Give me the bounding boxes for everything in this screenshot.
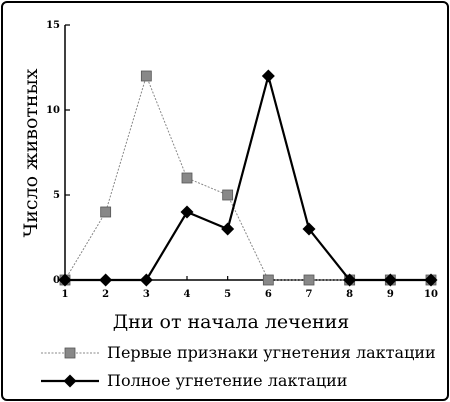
x-tick-label: 3 [143, 289, 150, 300]
legend-item-2: Полное угнетение лактации [41, 371, 347, 390]
x-tick-label: 1 [62, 289, 69, 300]
x-tick-label: 6 [265, 289, 272, 300]
series-1-line [64, 74, 431, 281]
series-2-point [99, 273, 113, 287]
x-tick-label: 9 [387, 289, 394, 300]
x-tick-label: 7 [306, 289, 313, 300]
y-tick-label: 15 [46, 20, 60, 31]
series-2-point [58, 273, 72, 287]
series-2-point [139, 273, 153, 287]
series-1-point [303, 274, 315, 286]
series-1-point [100, 206, 112, 218]
x-tick-label: 8 [346, 289, 353, 300]
series-layer [58, 69, 438, 287]
series-1-point [181, 172, 193, 184]
series-2-point [343, 273, 357, 287]
legend-item-1: Первые признаки угнетения лактации [41, 343, 436, 362]
series-2 [58, 69, 438, 287]
series-1-point [140, 70, 152, 82]
series-1-point [262, 274, 274, 286]
x-tick-label: 5 [224, 289, 231, 300]
series-2-point [424, 273, 438, 287]
series-2-point [221, 222, 235, 236]
series-2-point [261, 69, 275, 83]
y-tick-label: 5 [53, 190, 60, 201]
series-1 [59, 70, 437, 286]
legend-marker [64, 347, 76, 359]
legend-label: Первые признаки угнетения лактации [107, 343, 436, 362]
axes: 0 5 10 15 1 2 3 4 5 6 7 8 9 10 [46, 20, 438, 300]
y-axis-label: Число животных [20, 68, 42, 237]
legend-marker [63, 374, 77, 388]
y-tick-label: 10 [46, 105, 60, 116]
series-2-point [180, 205, 194, 219]
legend: Первые признаки угнетения лактации Полное… [41, 343, 436, 390]
y-tick-label: 0 [53, 275, 60, 286]
x-axis-label: Дни от начала лечения [113, 311, 350, 333]
x-tick-label: 4 [184, 289, 191, 300]
series-1-point [222, 189, 234, 201]
x-tick-label: 10 [424, 289, 438, 300]
series-2-point [383, 273, 397, 287]
series-2-point [302, 222, 316, 236]
legend-label: Полное угнетение лактации [107, 371, 347, 390]
series-2-line [65, 71, 431, 282]
x-tick-label: 2 [102, 289, 109, 300]
